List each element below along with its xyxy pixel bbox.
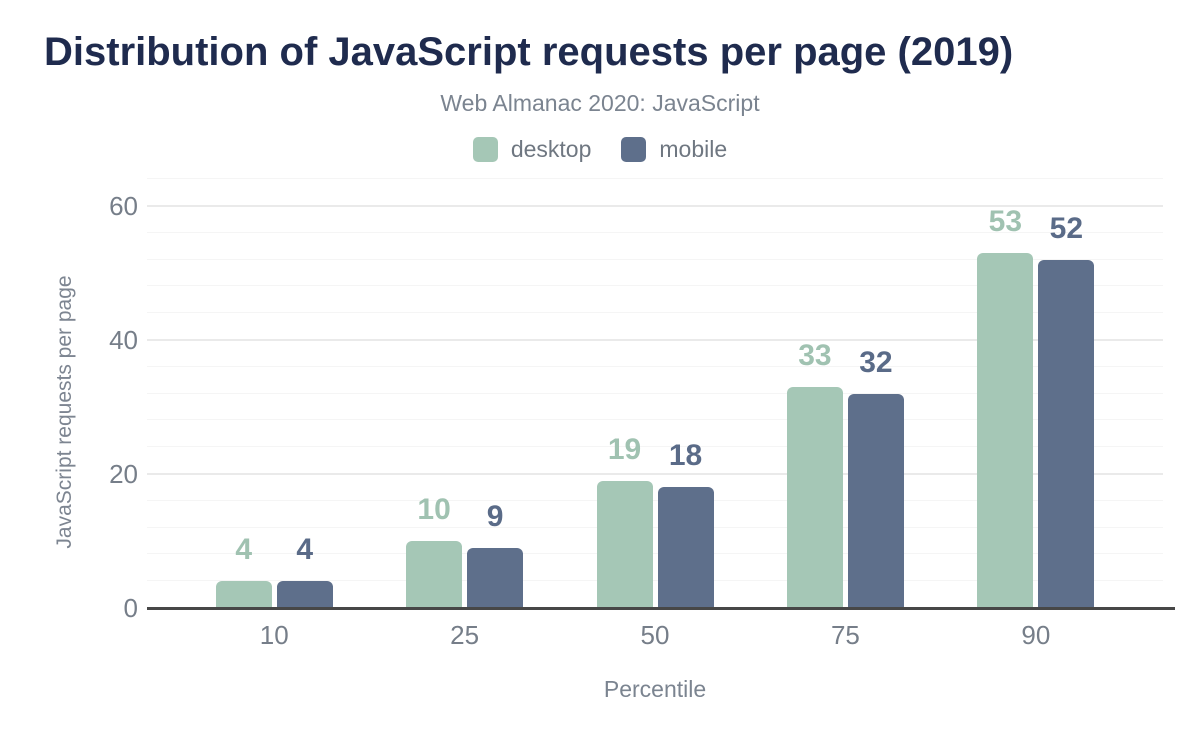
bar-mobile-p75: 32 — [847, 346, 904, 608]
value-label-mobile-p75: 32 — [859, 345, 893, 379]
y-tick-label: 0 — [123, 593, 138, 623]
gridline-minor — [147, 499, 1163, 501]
gridline-minor — [147, 526, 1163, 528]
gridline-minor — [147, 285, 1163, 287]
chart-title: Distribution of JavaScript requests per … — [44, 30, 1014, 74]
y-tick-label: 20 — [109, 459, 138, 489]
gridline-minor — [147, 392, 1163, 394]
value-label-mobile-p90: 52 — [1049, 211, 1084, 245]
x-tick-label: 50 — [640, 620, 670, 650]
gridline-minor — [147, 231, 1163, 233]
bar-desktop-p75: 33 — [786, 339, 843, 608]
chart-subtitle: Web Almanac 2020: JavaScript — [440, 90, 760, 116]
desktop-swatch-icon — [472, 137, 498, 162]
bar-group-90: 53 52 — [941, 172, 1131, 608]
x-tick-label: 90 — [1021, 620, 1051, 650]
value-label-mobile-p25: 9 — [486, 499, 504, 533]
legend-item-mobile: mobile — [621, 136, 727, 163]
value-label-mobile-p50: 18 — [668, 439, 703, 473]
gridline-minor — [147, 419, 1163, 421]
gridline-major — [147, 205, 1163, 207]
x-axis-line — [147, 607, 1175, 610]
gridline-minor — [147, 178, 1163, 180]
gridline-minor — [147, 365, 1163, 367]
value-label-desktop-p50: 19 — [607, 432, 642, 466]
legend-label-desktop: desktop — [510, 136, 592, 162]
bar-group-75: 33 32 — [750, 172, 940, 608]
x-tick-label: 10 — [259, 620, 289, 650]
bar-mobile-p50: 18 — [657, 439, 714, 608]
y-tick-label: 40 — [109, 325, 138, 355]
value-label-desktop-p90: 53 — [988, 204, 1023, 238]
bar-group-50: 19 18 — [560, 172, 750, 608]
mobile-swatch-icon — [621, 137, 647, 162]
bar-groups: 4 4 10 9 19 18 33 32 53 52 — [147, 172, 1163, 608]
plot-area: 4 4 10 9 19 18 33 32 53 52 — [147, 172, 1163, 608]
bar-desktop-p50: 19 — [596, 433, 653, 608]
value-label-desktop-p25: 10 — [417, 493, 451, 526]
gridline-minor — [147, 446, 1163, 448]
x-axis-ticks: 10 25 50 75 90 — [147, 620, 1163, 651]
y-tick-label: 60 — [109, 191, 138, 221]
value-label-desktop-p75: 33 — [798, 338, 832, 372]
bar-group-25: 10 9 — [369, 172, 559, 608]
bar-desktop-p90: 53 — [977, 205, 1034, 608]
bar-mobile-p90: 52 — [1038, 212, 1095, 608]
legend-label-mobile: mobile — [659, 136, 728, 162]
x-tick-label: 25 — [450, 620, 480, 650]
value-label-mobile-p10: 4 — [296, 533, 314, 567]
y-axis-title: JavaScript requests per page — [53, 275, 76, 549]
gridline-major — [147, 339, 1163, 341]
bar-desktop-p10: 4 — [215, 533, 272, 608]
legend-item-desktop: desktop — [472, 136, 592, 163]
value-label-desktop-p10: 4 — [235, 533, 253, 567]
gridline-minor — [147, 312, 1163, 314]
x-tick-label: 75 — [830, 620, 860, 650]
gridline-minor — [147, 553, 1163, 555]
legend: desktop mobile — [0, 136, 1200, 163]
gridline-minor — [147, 580, 1163, 582]
bar-mobile-p10: 4 — [276, 533, 333, 608]
x-axis-title: Percentile — [603, 676, 707, 702]
gridline-minor — [147, 258, 1163, 260]
bar-mobile-p25: 9 — [467, 500, 524, 608]
bar-desktop-p25: 10 — [406, 493, 463, 608]
gridline-major — [147, 473, 1163, 475]
